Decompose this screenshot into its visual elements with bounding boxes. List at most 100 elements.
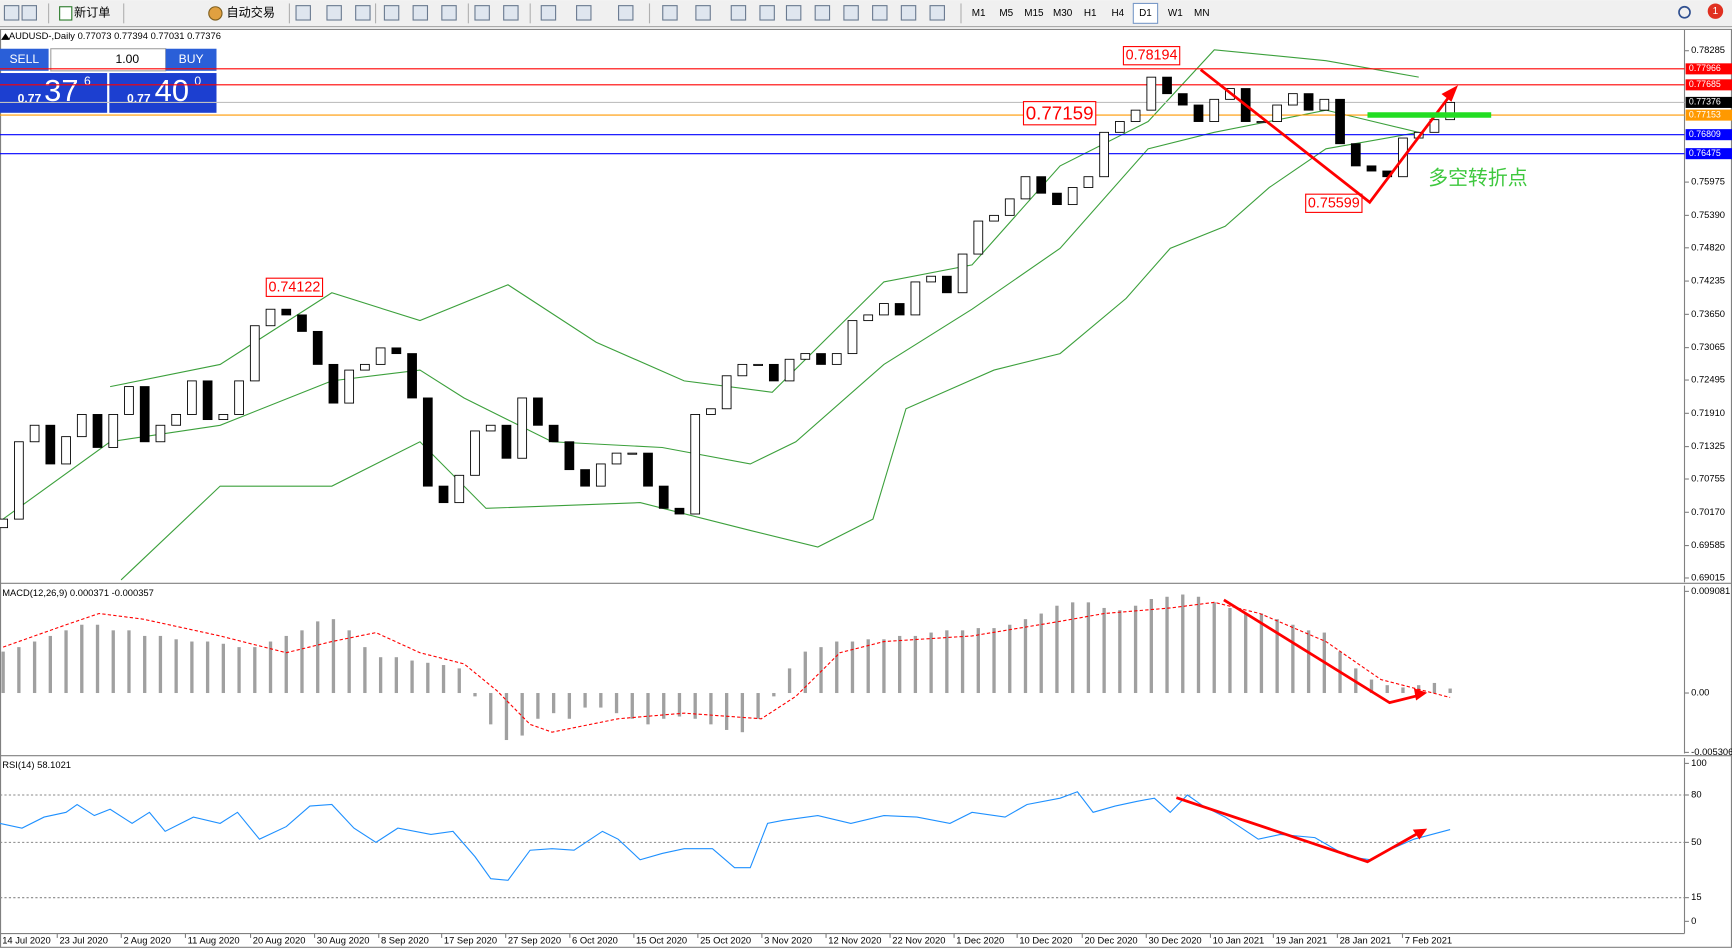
macd-bar (237, 647, 241, 694)
toolbar-icon[interactable] (695, 5, 711, 21)
toolbar-icon[interactable] (576, 5, 592, 21)
x-tick-label: 3 Nov 2020 (764, 936, 812, 946)
toolbar-icon[interactable] (383, 5, 400, 21)
toolbar-icon[interactable] (759, 5, 775, 21)
toolbar-icon[interactable] (843, 5, 859, 21)
macd-bar (1196, 596, 1201, 694)
search-icon[interactable] (1678, 5, 1691, 19)
toolbar-icon[interactable] (900, 5, 917, 21)
macd-bar (489, 693, 493, 725)
toolbar-icon[interactable] (929, 5, 945, 21)
new-order-icon (59, 6, 73, 21)
timeframe-button[interactable]: MN (1194, 8, 1209, 19)
y-tick-label: 0.75975 (1691, 177, 1725, 187)
lots-input[interactable] (50, 48, 167, 72)
y-tick-label: 0.71910 (1691, 408, 1725, 418)
toolbar-icon[interactable] (814, 5, 831, 21)
toolbar-icon[interactable] (872, 5, 888, 21)
new-order-label[interactable]: 新订单 (74, 5, 110, 20)
x-tick-label: 25 Oct 2020 (700, 936, 751, 946)
y-tick-label: 0.73065 (1691, 342, 1725, 352)
toolbar-icon[interactable] (730, 5, 747, 21)
candle (344, 369, 355, 404)
macd-bar (1291, 624, 1295, 694)
auto-trading-button[interactable] (205, 3, 279, 24)
macd-bar (457, 668, 461, 694)
bollinger-band (120, 131, 1419, 581)
candle (1177, 93, 1188, 106)
timeframe-button[interactable]: D1 (1139, 8, 1152, 19)
candle (139, 386, 150, 443)
candle (973, 220, 984, 255)
candle (234, 380, 244, 415)
candle (328, 363, 339, 404)
macd-bar (599, 693, 603, 708)
macd-bar (583, 693, 587, 708)
macd-bar (1228, 607, 1232, 694)
macd-bar (158, 635, 163, 694)
timeframe-button[interactable]: M30 (1053, 8, 1073, 19)
macd-bar (1385, 685, 1389, 694)
y-tick-label: 80 (1691, 789, 1701, 799)
macd-bar (1275, 619, 1279, 694)
buy-label[interactable]: BUY (179, 52, 204, 66)
ask-big[interactable]: 0.77 (127, 92, 151, 106)
macd-bar (614, 693, 619, 714)
toolbar-icon[interactable] (3, 5, 20, 21)
arrow-head (1413, 688, 1428, 701)
timeframe-button[interactable]: M5 (999, 8, 1013, 19)
candle (1020, 176, 1031, 200)
timeframe-active[interactable] (1132, 2, 1159, 24)
auto-trading-label[interactable]: 自动交易 (226, 5, 275, 20)
candle (910, 281, 921, 316)
x-tick-label: 6 Oct 2020 (572, 936, 618, 946)
toolbar-icon[interactable] (540, 5, 557, 21)
macd-bar (1133, 605, 1138, 694)
candle (1366, 165, 1377, 172)
toolbar-icon[interactable] (474, 5, 490, 21)
macd-bar (630, 693, 634, 719)
y-tick-label: 0.75390 (1691, 210, 1725, 220)
sell-button[interactable] (0, 48, 49, 71)
macd-bar (95, 624, 100, 694)
y-tick-label: 0.70170 (1691, 507, 1725, 517)
bid-box[interactable] (0, 73, 108, 113)
toolbar-icon[interactable] (412, 5, 429, 21)
trend-arrow (1223, 598, 1421, 705)
macd-bar (882, 639, 886, 694)
timeframe-button[interactable]: W1 (1168, 8, 1183, 19)
macd-bar (1102, 607, 1106, 694)
candle (1004, 198, 1015, 216)
buy-button[interactable] (165, 48, 217, 71)
macd-bar (284, 635, 288, 694)
lots-value[interactable]: 1.00 (116, 52, 140, 66)
toolbar-icon[interactable] (441, 5, 457, 21)
candle (737, 363, 748, 377)
toolbar-icon[interactable] (618, 5, 634, 21)
timeframe-button[interactable]: H1 (1084, 8, 1097, 19)
candle (831, 353, 842, 365)
timeframe-button[interactable]: H4 (1111, 8, 1124, 19)
macd-bar (662, 693, 666, 719)
toolbar-icon[interactable] (295, 5, 311, 21)
toolbar-icon[interactable] (21, 5, 38, 21)
toolbar-icon[interactable] (785, 5, 802, 21)
macd-bar (1212, 602, 1216, 694)
candle (76, 414, 87, 438)
timeframe-button[interactable]: M1 (972, 8, 986, 19)
price-level-box (1685, 109, 1732, 121)
bid-point[interactable]: 6 (84, 74, 91, 88)
timeframe-button[interactable]: M15 (1024, 8, 1044, 19)
toolbar-icon[interactable] (355, 5, 371, 21)
ask-point[interactable]: 0 (194, 74, 201, 88)
toolbar-icon[interactable] (326, 5, 342, 21)
bid-big[interactable]: 0.77 (18, 92, 42, 106)
ask-box[interactable] (109, 73, 217, 113)
toolbar-icon[interactable] (503, 5, 519, 21)
price-level-label: 0.77966 (1689, 63, 1721, 73)
sell-label[interactable]: SELL (9, 52, 39, 66)
x-tick-label: 10 Dec 2020 (1019, 936, 1072, 946)
toolbar-icon[interactable] (662, 5, 678, 21)
notification-badge[interactable] (1707, 3, 1724, 19)
candle (595, 463, 606, 487)
